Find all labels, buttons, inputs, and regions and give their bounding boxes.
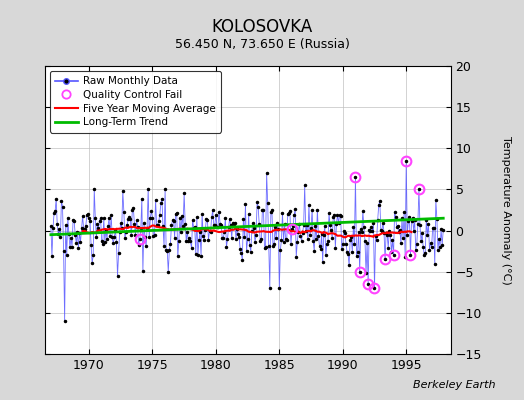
Text: Berkeley Earth: Berkeley Earth <box>413 380 495 390</box>
Legend: Raw Monthly Data, Quality Control Fail, Five Year Moving Average, Long-Term Tren: Raw Monthly Data, Quality Control Fail, … <box>50 71 221 132</box>
Text: 56.450 N, 73.650 E (Russia): 56.450 N, 73.650 E (Russia) <box>174 38 350 51</box>
Y-axis label: Temperature Anomaly (°C): Temperature Anomaly (°C) <box>501 136 511 284</box>
Text: KOLOSOVKA: KOLOSOVKA <box>211 18 313 36</box>
